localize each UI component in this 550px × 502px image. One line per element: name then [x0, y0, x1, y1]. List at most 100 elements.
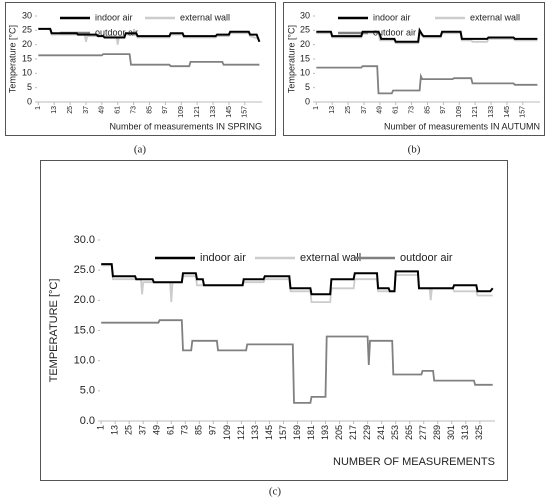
- y-tick-label: 30: [22, 10, 32, 20]
- y-tick-label: 25: [22, 25, 32, 35]
- y-tick-label: 15.0: [74, 324, 95, 336]
- y-tick-label: 25.0: [74, 264, 95, 276]
- panel-label: (c): [269, 486, 282, 498]
- x-tick-label: 25: [124, 425, 134, 435]
- x-tick-label: 73: [408, 106, 415, 114]
- series-line: [38, 53, 260, 68]
- y-tick-label: 15: [300, 53, 310, 63]
- x-tick-label: 61: [393, 106, 400, 114]
- x-tick-label: 1: [35, 106, 42, 110]
- x-tick-label: 13: [329, 106, 336, 114]
- series-line: [101, 263, 494, 296]
- y-tick-label: 0: [305, 96, 310, 106]
- y-tick-label: 10.0: [74, 355, 95, 367]
- x-tick-label: 145: [504, 106, 511, 118]
- legend-label: indoor air: [95, 12, 133, 22]
- x-tick-label: 49: [377, 106, 384, 114]
- y-tick-label: 10: [300, 68, 310, 78]
- x-tick-label: 1: [313, 106, 320, 110]
- x-axis-label: Number of measurements IN AUTUMN: [384, 121, 540, 131]
- x-tick-label: 157: [278, 425, 288, 440]
- x-tick-label: 181: [306, 425, 316, 440]
- series-line: [316, 65, 538, 95]
- x-tick-label: 97: [162, 106, 169, 114]
- x-tick-label: 97: [440, 106, 447, 114]
- x-tick-label: 289: [432, 425, 442, 440]
- legend-label: indoor air: [200, 252, 246, 264]
- panel-frame: [5, 2, 276, 136]
- y-tick-label: 15: [22, 53, 32, 63]
- x-tick-label: 133: [210, 106, 217, 118]
- x-tick-label: 157: [242, 106, 249, 118]
- panel-frame: [283, 2, 545, 136]
- x-tick-label: 229: [362, 425, 372, 440]
- x-tick-label: 13: [51, 106, 58, 114]
- x-axis-label: NUMBER OF MEASUREMENTS: [333, 456, 495, 468]
- x-tick-label: 241: [376, 425, 386, 440]
- x-tick-label: 205: [334, 425, 344, 440]
- x-tick-label: 313: [460, 425, 470, 440]
- x-tick-label: 37: [83, 106, 90, 114]
- series-line: [38, 27, 261, 43]
- legend-label: outdoor air: [95, 27, 138, 37]
- y-tick-label: 25: [300, 25, 310, 35]
- x-tick-label: 85: [146, 106, 153, 114]
- x-tick-label: 85: [424, 106, 431, 114]
- legend-label: outdoor air: [373, 27, 416, 37]
- y-tick-label: 0.0: [80, 415, 95, 427]
- y-tick-label: 20.0: [74, 294, 95, 306]
- legend-label: external wall: [300, 252, 361, 264]
- y-axis-label: TEMPERATURE [°C]: [48, 279, 60, 383]
- x-tick-label: 73: [180, 425, 190, 435]
- x-tick-label: 133: [488, 106, 495, 118]
- x-tick-label: 109: [456, 106, 463, 118]
- y-axis-label: Temperature [°C]: [7, 25, 17, 93]
- x-tick-label: 133: [250, 425, 260, 440]
- x-tick-label: 217: [348, 425, 358, 440]
- x-tick-label: 73: [130, 106, 137, 114]
- x-tick-label: 97: [208, 425, 218, 435]
- x-tick-label: 253: [390, 425, 400, 440]
- x-tick-label: 277: [418, 425, 428, 440]
- x-tick-label: 25: [67, 106, 74, 114]
- x-tick-label: 61: [166, 425, 176, 435]
- x-tick-label: 109: [222, 425, 232, 440]
- legend-label: external wall: [470, 12, 520, 22]
- x-tick-label: 325: [474, 425, 484, 440]
- panel-label: (a): [134, 144, 147, 156]
- y-tick-label: 10: [22, 68, 32, 78]
- y-axis-label: Temperature [°C]: [286, 25, 296, 93]
- x-tick-label: 265: [404, 425, 414, 440]
- y-tick-label: 5: [27, 82, 32, 92]
- x-tick-label: 37: [138, 425, 148, 435]
- y-tick-label: 30: [300, 10, 310, 20]
- panel-label: (b): [408, 144, 421, 156]
- y-tick-label: 20: [300, 39, 310, 49]
- x-tick-label: 157: [520, 106, 527, 118]
- y-tick-label: 0: [27, 96, 32, 106]
- series-line: [101, 264, 493, 303]
- x-tick-label: 193: [320, 425, 330, 440]
- x-axis-label: Number of measurements IN SPRING: [109, 121, 262, 131]
- x-tick-label: 169: [292, 425, 302, 440]
- x-tick-label: 109: [178, 106, 185, 118]
- x-tick-label: 61: [115, 106, 122, 114]
- x-tick-label: 1: [96, 425, 106, 430]
- x-tick-label: 85: [194, 425, 204, 435]
- y-tick-label: 30.0: [74, 234, 95, 246]
- x-tick-label: 121: [472, 106, 479, 118]
- x-tick-label: 121: [236, 425, 246, 440]
- y-tick-label: 5: [305, 82, 310, 92]
- series-line: [101, 319, 493, 404]
- x-tick-label: 25: [345, 106, 352, 114]
- x-tick-label: 13: [110, 425, 120, 435]
- x-tick-label: 49: [99, 106, 106, 114]
- x-tick-label: 121: [194, 106, 201, 118]
- x-tick-label: 301: [446, 425, 456, 440]
- legend-label: indoor air: [373, 12, 411, 22]
- x-tick-label: 145: [264, 425, 274, 440]
- x-tick-label: 49: [152, 425, 162, 435]
- y-tick-label: 20: [22, 39, 32, 49]
- y-tick-label: 5.0: [80, 385, 95, 397]
